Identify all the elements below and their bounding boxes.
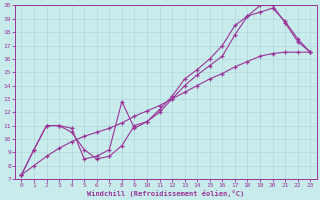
X-axis label: Windchill (Refroidissement éolien,°C): Windchill (Refroidissement éolien,°C)	[87, 190, 244, 197]
